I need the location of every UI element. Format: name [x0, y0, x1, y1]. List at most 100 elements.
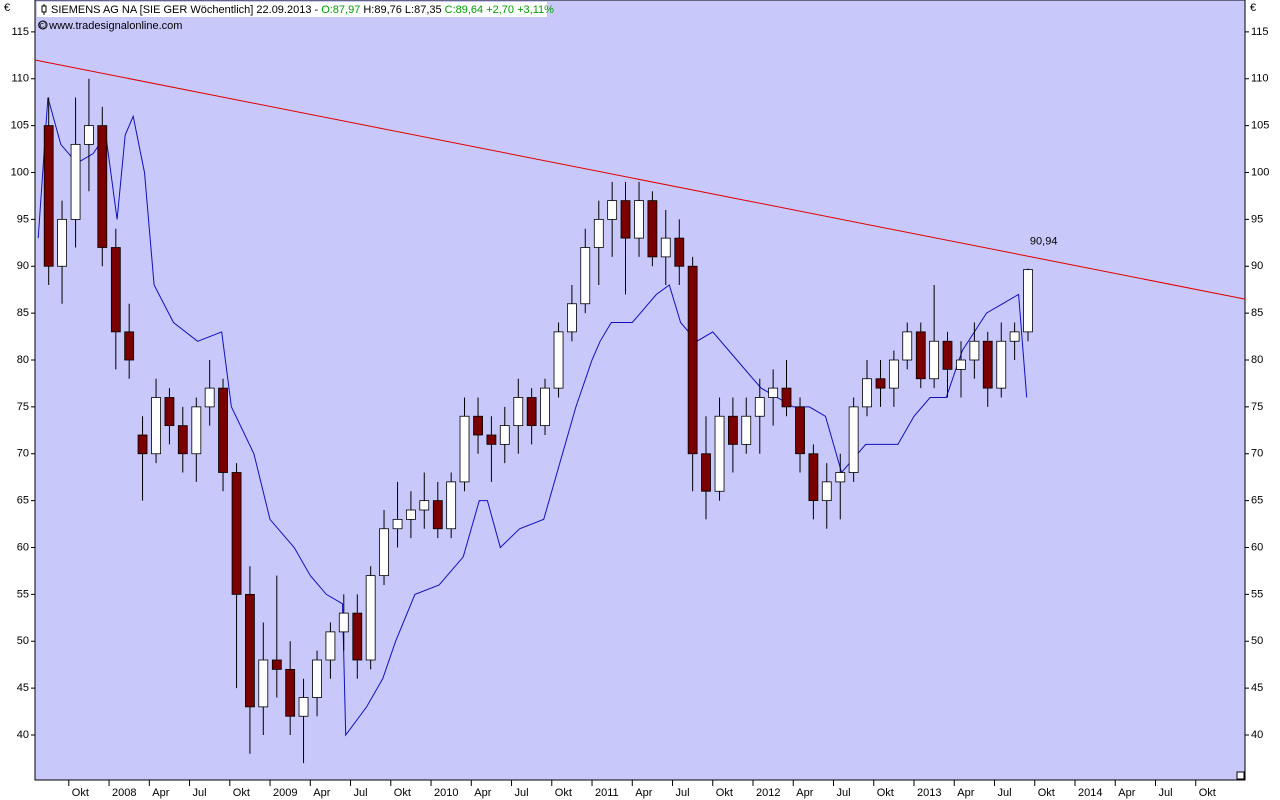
- y-tick-label: 90: [1251, 260, 1263, 272]
- candle-body: [97, 125, 108, 248]
- header-part: C:89,64 +2,70 +3,11%: [445, 4, 554, 16]
- candle-body: [969, 340, 980, 361]
- y-tick-label: 75: [1251, 401, 1263, 413]
- x-tick-label: 2013: [917, 787, 941, 799]
- trend-line: [34, 59, 1246, 300]
- candle-body: [473, 415, 483, 436]
- x-tick-label: Jul: [997, 787, 1011, 799]
- plot-frame: [34, 0, 1246, 781]
- y-tick-label: 65: [17, 495, 29, 507]
- x-tick-label: Jul: [676, 787, 690, 799]
- candle-body: [432, 500, 443, 530]
- candle-body: [768, 387, 779, 398]
- x-tick-label: Jul: [193, 787, 207, 799]
- candle-body: [43, 125, 54, 267]
- candle-body: [526, 397, 537, 427]
- candle-body: [298, 697, 309, 717]
- candle-body: [218, 387, 228, 473]
- candle-body: [191, 406, 202, 455]
- candle-body: [406, 509, 416, 520]
- x-tick-label: Okt: [555, 787, 572, 799]
- candle-body: [660, 237, 671, 258]
- candle-body: [137, 434, 148, 455]
- candle-body: [499, 425, 510, 445]
- y-tick-label: 40: [1251, 729, 1263, 741]
- candle-body: [57, 218, 67, 267]
- y-tick-label: 85: [1251, 307, 1263, 319]
- candle-body: [1009, 331, 1020, 342]
- candle-body: [365, 575, 376, 661]
- y-tick-label: 105: [1251, 120, 1269, 132]
- y-tick-label: 45: [17, 682, 29, 694]
- y-tick-label: 85: [17, 307, 29, 319]
- y-tick-label: 110: [11, 73, 29, 85]
- x-tick-label: 2011: [595, 787, 619, 799]
- candle-body: [607, 200, 618, 220]
- candle-body: [942, 340, 953, 370]
- candle-body: [164, 397, 175, 427]
- y-tick-label: 70: [17, 448, 29, 460]
- x-tick-label: Jul: [515, 787, 529, 799]
- y-tick-label: 95: [17, 213, 29, 225]
- candle-body: [231, 472, 242, 595]
- header-part: H:89,76 L:87,35: [363, 4, 441, 16]
- candle-body: [419, 500, 430, 511]
- candle-body: [848, 406, 859, 473]
- candle-body: [593, 218, 604, 248]
- candle-body: [915, 331, 926, 380]
- y-tick-label: 100: [11, 166, 29, 178]
- candle-body: [982, 340, 993, 389]
- x-tick-label: Apr: [152, 787, 169, 799]
- candle-body: [124, 331, 135, 361]
- candle-body: [754, 397, 765, 417]
- candle-body: [245, 593, 255, 708]
- candle-body: [553, 331, 564, 389]
- x-tick-label: 2014: [1078, 787, 1102, 799]
- candle-body: [620, 200, 631, 239]
- candle-body: [701, 453, 711, 492]
- y-tick-label: 105: [11, 120, 29, 132]
- candle-body: [312, 659, 322, 698]
- x-tick-label: Apr: [957, 787, 974, 799]
- y-tick-label: 50: [17, 635, 29, 647]
- x-tick-label: Okt: [877, 787, 894, 799]
- y-tick-label: 90: [17, 260, 29, 272]
- candle-body: [540, 387, 550, 427]
- header-part: O:87,97: [321, 4, 360, 16]
- candle-body: [258, 659, 269, 708]
- candle-body: [687, 265, 698, 455]
- candle-body: [808, 453, 819, 502]
- x-tick-label: 2009: [273, 787, 297, 799]
- candle-body: [110, 247, 121, 333]
- y-tick-label: 70: [1251, 448, 1263, 460]
- x-tick-label: Apr: [1118, 787, 1135, 799]
- y-unit-right: €: [1250, 2, 1256, 14]
- candle-body: [392, 518, 403, 530]
- candle-body: [338, 612, 349, 633]
- x-tick-label: Jul: [354, 787, 368, 799]
- x-tick-label: 2010: [434, 787, 458, 799]
- plot-area: [35, 0, 1245, 780]
- x-tick-label: Apr: [635, 787, 652, 799]
- x-tick-label: Okt: [716, 787, 733, 799]
- header-box: [37, 2, 547, 17]
- candle-body: [634, 200, 644, 239]
- y-tick-label: 110: [1251, 73, 1269, 85]
- x-tick-label: Jul: [837, 787, 851, 799]
- candle-body: [674, 237, 685, 267]
- candle-body: [888, 359, 899, 389]
- y-tick-label: 115: [11, 26, 29, 38]
- candle-body: [1023, 269, 1033, 333]
- y-tick-label: 75: [17, 401, 29, 413]
- x-tick-label: 2012: [756, 787, 780, 799]
- candle-body: [580, 247, 591, 305]
- candle-body: [285, 668, 296, 717]
- candle-body: [513, 397, 524, 427]
- candle-body: [902, 331, 913, 361]
- candle-body: [204, 387, 215, 408]
- header-part: SIEMENS AG NA [SIE GER Wöchentlich] 22.0…: [51, 4, 319, 16]
- x-tick-label: Okt: [72, 787, 89, 799]
- candle-body: [352, 612, 363, 661]
- candle-body: [862, 378, 872, 408]
